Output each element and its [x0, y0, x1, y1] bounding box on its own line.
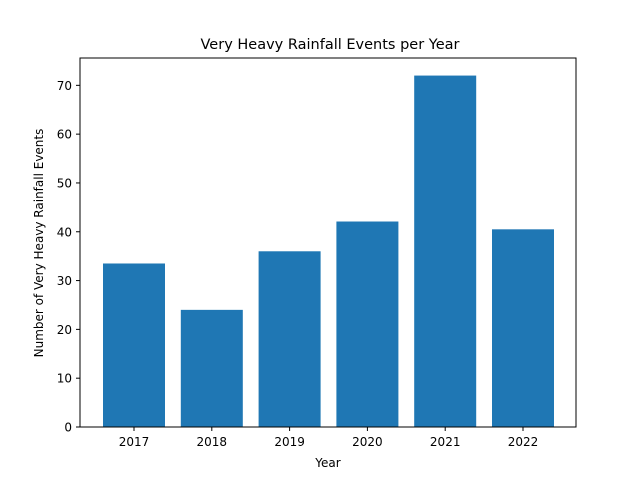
y-tick-label-10: 10	[57, 372, 72, 386]
x-tick-label-2022: 2022	[508, 435, 539, 449]
bar-2022	[492, 229, 554, 427]
x-axis-label: Year	[314, 456, 340, 470]
x-tick-label-2018: 2018	[197, 435, 228, 449]
x-tick-label-2020: 2020	[352, 435, 383, 449]
bar-2018	[180, 309, 243, 427]
y-tick-label-60: 60	[57, 128, 72, 142]
x-axis: 2017 2018 2019 2020 2021 2022	[119, 427, 539, 449]
chart-title: Very Heavy Rainfall Events per Year	[201, 37, 460, 53]
y-tick-label-70: 70	[57, 79, 72, 93]
bar-2019	[258, 251, 321, 427]
y-axis: 0 10 20 30 40 50 60 70	[57, 79, 80, 435]
y-tick-label-20: 20	[57, 323, 72, 337]
y-tick-label-50: 50	[57, 176, 72, 190]
x-tick-label-2019: 2019	[274, 435, 305, 449]
bar-2020	[336, 221, 399, 427]
x-tick-label-2017: 2017	[119, 435, 150, 449]
y-tick-label-0: 0	[64, 421, 72, 435]
axes-frame	[79, 57, 577, 428]
bar-2017	[103, 263, 165, 427]
y-axis-label: Number of Very Heavy Rainfall Events	[32, 129, 46, 358]
bars	[103, 75, 554, 428]
bar-2021	[414, 75, 477, 428]
y-tick-label-30: 30	[57, 274, 72, 288]
x-tick-label-2021: 2021	[430, 435, 461, 449]
y-tick-label-40: 40	[57, 225, 72, 239]
